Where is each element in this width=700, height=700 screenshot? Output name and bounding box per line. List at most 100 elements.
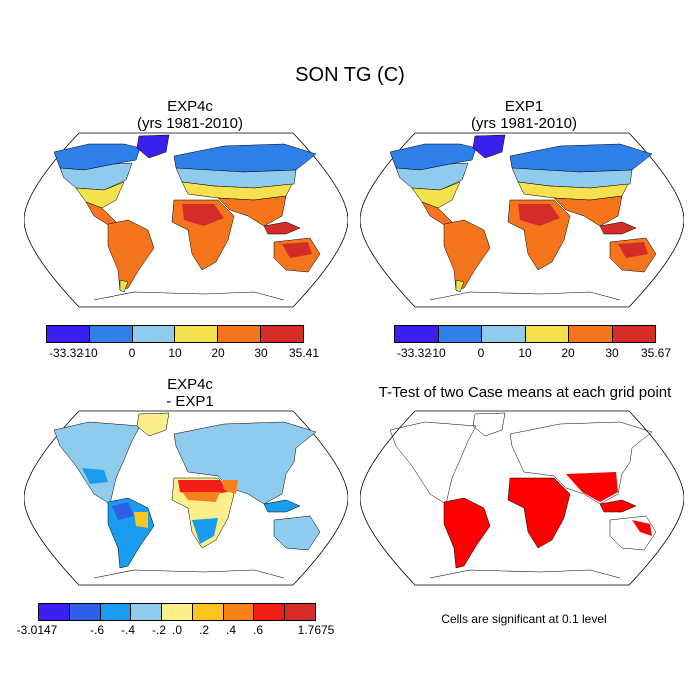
colorbar-label: -10	[428, 346, 446, 360]
colorbar-segment	[261, 326, 303, 342]
colorbar-segment	[47, 326, 90, 342]
south-asia	[553, 195, 623, 227]
colorbar-difference	[38, 603, 316, 621]
colorbar-segment	[612, 326, 655, 342]
colorbar-label: -.6	[89, 623, 105, 637]
colorbar-label: .4	[225, 623, 237, 637]
colorbar-label: .6	[252, 623, 264, 637]
colorbar-label: 30	[605, 346, 619, 360]
colorbar-exp1	[394, 325, 656, 343]
colorbar-label: 0	[477, 346, 485, 360]
australia	[273, 515, 321, 551]
colorbar-segment	[69, 604, 101, 620]
colorbar-segment	[223, 604, 255, 620]
south-america-tip	[119, 279, 129, 293]
australia-significant	[632, 520, 652, 536]
africa-south-cool	[192, 518, 218, 544]
colorbar-label: .0	[171, 623, 183, 637]
colorbar-label: 30	[254, 346, 268, 360]
panel-title-exp1: EXP1 (yrs 1981-2010)	[374, 98, 674, 132]
antarctica	[93, 569, 285, 579]
south-america-significant	[443, 497, 491, 569]
panel-title-exp4c: EXP4c (yrs 1981-2010)	[40, 98, 340, 132]
panel-title-line2: (yrs 1981-2010)	[471, 115, 577, 132]
colorbar-label: 10	[518, 346, 532, 360]
map-ttest	[360, 410, 684, 586]
colorbar-label: 35.41	[288, 346, 320, 360]
colorbar-label: -33.32	[396, 346, 432, 360]
panel-title-line1: EXP4c	[167, 98, 213, 115]
colorbar-segment	[192, 604, 224, 620]
colorbar-exp4c	[46, 325, 304, 343]
colorbar-segment	[218, 326, 262, 342]
colorbar-label: 0	[128, 346, 136, 360]
south-asia	[217, 195, 287, 227]
colorbar-label: 20	[211, 346, 225, 360]
colorbar-segment	[162, 604, 193, 620]
north-america-patch	[82, 468, 108, 484]
colorbar-segment	[525, 326, 569, 342]
map-exp4c	[24, 132, 348, 308]
colorbar-label: .2	[198, 623, 210, 637]
colorbar-label: -.4	[120, 623, 136, 637]
greenland-outline	[472, 412, 506, 437]
antarctica	[93, 291, 285, 301]
significance-note: Cells are significant at 0.1 level	[441, 612, 607, 626]
arabia-positive	[222, 480, 238, 494]
greenland	[472, 134, 506, 159]
south-asia-significant	[566, 472, 618, 502]
colorbar-segment	[438, 326, 482, 342]
sahara-hot	[182, 204, 224, 226]
colorbar-segment	[132, 326, 176, 342]
colorbar-label: -.2	[151, 623, 167, 637]
colorbar-segment	[254, 604, 286, 620]
panel-title-line2: - EXP1	[166, 393, 214, 410]
south-america	[107, 219, 155, 291]
colorbar-label: 1.7675	[297, 623, 335, 637]
colorbar-segment	[175, 326, 219, 342]
sahel-positive	[182, 492, 220, 502]
colorbar-segment	[285, 604, 316, 620]
map-difference	[24, 410, 348, 586]
colorbar-segment	[482, 326, 526, 342]
eurasia	[173, 421, 317, 505]
panel-title-line1: EXP4c	[167, 376, 213, 393]
colorbar-label: -10	[80, 346, 98, 360]
colorbar-segment	[395, 326, 439, 342]
colorbar-segment	[131, 604, 163, 620]
maritime-continent	[263, 221, 301, 235]
africa-significant	[507, 477, 571, 549]
colorbar-segment	[89, 326, 133, 342]
colorbar-label: -3.0147	[16, 623, 58, 637]
colorbar-segment	[100, 604, 132, 620]
map-exp1	[360, 132, 684, 308]
panel-title-difference: EXP4c - EXP1	[40, 376, 340, 410]
colorbar-label: -33.32	[48, 346, 84, 360]
maritime-continent	[263, 499, 301, 513]
colorbar-segment	[569, 326, 613, 342]
greenland	[136, 134, 170, 159]
figure-title: SON TG (C)	[295, 64, 405, 86]
eurasia-outline	[509, 421, 653, 505]
maritime-significant	[599, 499, 637, 513]
north-america	[53, 421, 141, 505]
antarctica	[429, 291, 621, 301]
south-america-warm	[134, 512, 148, 528]
colorbar-segment	[39, 604, 70, 620]
australia-hot	[282, 242, 312, 258]
north-america-mid	[59, 162, 133, 191]
australia-hot	[618, 242, 648, 258]
north-america-outline	[389, 421, 477, 505]
antarctica	[429, 569, 621, 579]
colorbar-label: 10	[168, 346, 182, 360]
south-america-dry	[112, 502, 134, 520]
maritime-continent	[599, 221, 637, 235]
north-america-mid	[395, 162, 469, 191]
sahara-hot	[518, 204, 560, 226]
colorbar-label: 20	[561, 346, 575, 360]
australia-outline	[609, 515, 657, 551]
south-america	[443, 219, 491, 291]
panel-title-ttest: T-Test of two Case means at each grid po…	[378, 384, 672, 401]
panel-title-line2: (yrs 1981-2010)	[137, 115, 243, 132]
south-america-tip	[455, 279, 465, 293]
